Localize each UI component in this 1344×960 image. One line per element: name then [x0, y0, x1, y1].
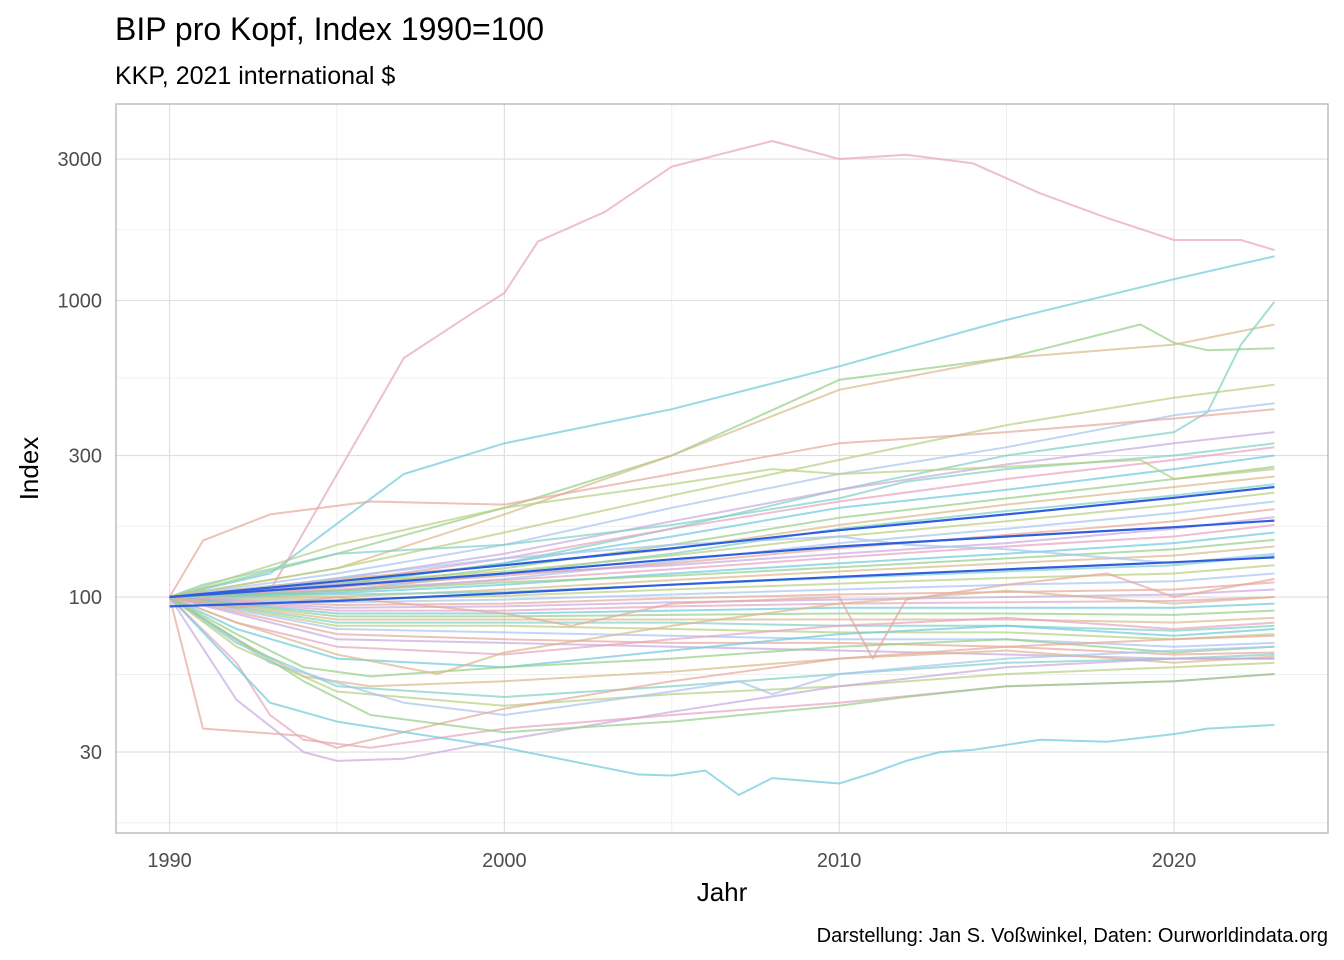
highlight-line: [169, 556, 1275, 608]
panel-border: [115, 103, 1329, 834]
chart-subtitle: KKP, 2021 international $: [115, 62, 395, 90]
series-line: [169, 581, 1275, 606]
series-line: [169, 596, 1275, 632]
series-line: [169, 323, 1275, 598]
series-line: [169, 596, 1275, 734]
series-line: [169, 524, 1275, 598]
series-line: [169, 596, 1275, 648]
y-tick-label: 3000: [58, 149, 103, 171]
x-tick-label: 2000: [482, 850, 527, 872]
series-line: [169, 323, 1275, 598]
series-line: [169, 383, 1275, 598]
y-tick-label: 300: [69, 446, 102, 468]
minor-grid: [116, 104, 1328, 833]
series-line: [169, 596, 1275, 698]
series-line: [169, 596, 1275, 615]
x-tick-label: 1990: [147, 850, 192, 872]
series-line: [169, 535, 1275, 598]
series-line: [169, 596, 1275, 716]
y-tick-label: 30: [80, 742, 102, 764]
series-line: [169, 458, 1275, 598]
highlight-line: [169, 485, 1275, 599]
series-line: [169, 538, 1275, 598]
series-line: [168, 408, 1275, 598]
series-line: [169, 140, 1275, 604]
series-line: [169, 596, 1275, 660]
series-line: [169, 545, 1275, 598]
series-line: [168, 596, 1275, 762]
y-tick-label: 1000: [58, 291, 103, 313]
series-lines: [168, 140, 1276, 796]
series-line: [169, 531, 1275, 598]
series-line: [168, 596, 1275, 749]
chart-title: BIP pro Kopf, Index 1990=100: [115, 11, 544, 47]
series-line: [169, 508, 1275, 598]
series-line: [169, 572, 1275, 604]
chart-caption: Darstellung: Jan S. Voßwinkel, Daten: Ou…: [817, 925, 1328, 947]
series-line: [169, 255, 1275, 598]
y-tick-label: 100: [69, 587, 102, 609]
series-line: [168, 596, 1275, 796]
x-tick-label: 2020: [1152, 850, 1197, 872]
major-grid: [116, 104, 1328, 833]
plot-area: [115, 103, 1329, 834]
highlight-line: [169, 519, 1275, 599]
series-line: [169, 572, 1275, 660]
series-line: [169, 475, 1275, 598]
series-line: [169, 491, 1275, 598]
x-tick-labels: 1990 2000 2010 2020: [147, 850, 1196, 872]
series-line: [169, 596, 1275, 641]
y-tick-labels: 30 100 300 1000 3000: [58, 149, 103, 764]
series-line: [169, 596, 1275, 624]
x-axis-label: Jahr: [697, 877, 748, 907]
series-line: [169, 589, 1275, 675]
series-line: [169, 596, 1275, 678]
series-line: [169, 596, 1275, 656]
y-axis-label: Index: [14, 437, 44, 501]
series-line: [169, 596, 1275, 669]
x-tick-label: 2010: [817, 850, 862, 872]
highlight-lines: [169, 485, 1275, 608]
